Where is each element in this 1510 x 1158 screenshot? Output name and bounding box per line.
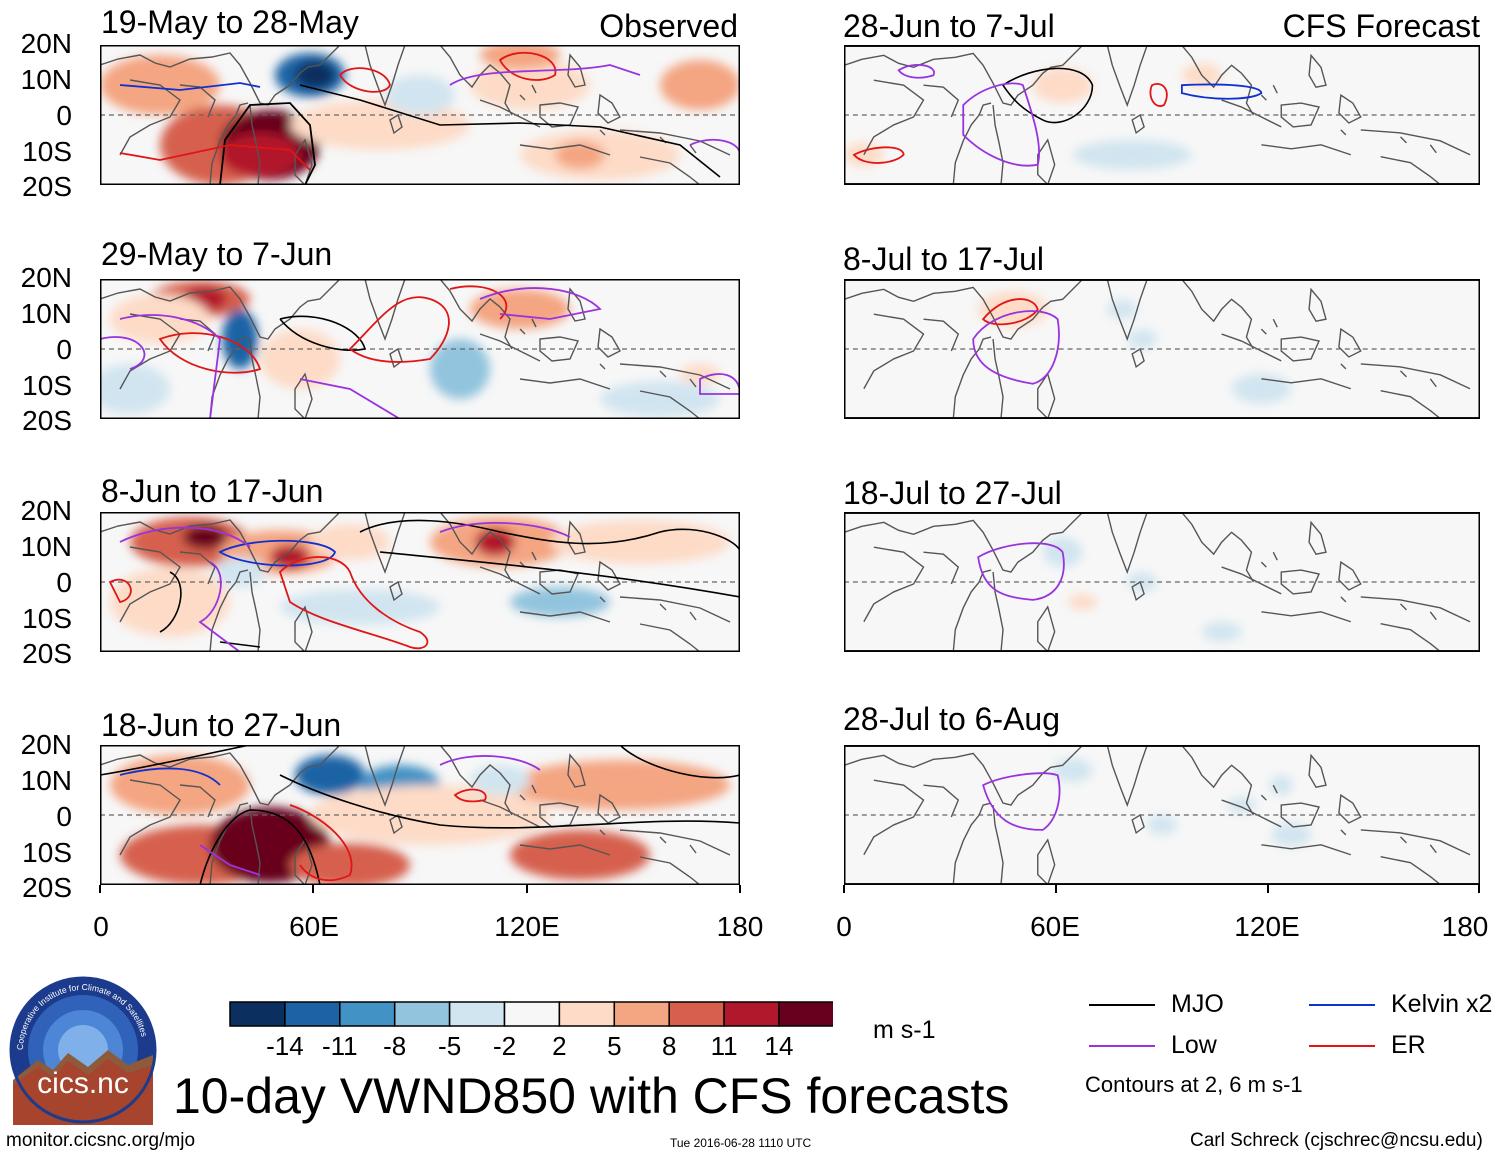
lat-label: 10S xyxy=(22,370,72,401)
map-panel-fc-1 xyxy=(844,45,1480,185)
lon-label: 120E xyxy=(494,911,560,942)
lat-label: 10N xyxy=(20,64,72,95)
colorbar-tick-label: -5 xyxy=(438,1031,462,1061)
panel-title-fc-2: 8-Jul to 17-Jul xyxy=(843,241,1044,277)
colorbar-cell xyxy=(503,1001,561,1027)
lat-label: 20S xyxy=(22,405,72,436)
lat-label: 0 xyxy=(56,100,72,131)
legend-line-mjo xyxy=(1089,1004,1155,1006)
colorbar-tick-label: -14 xyxy=(266,1031,304,1061)
lat-label: 20N xyxy=(20,262,72,293)
lat-label: 0 xyxy=(56,801,72,832)
panel-title-fc-3: 18-Jul to 27-Jul xyxy=(843,475,1062,511)
legend-label-er: ER xyxy=(1391,1031,1426,1059)
colorbar-tick-label: -11 xyxy=(321,1031,358,1061)
lat-label: 10S xyxy=(22,837,72,868)
map-panel-obs-2 xyxy=(100,279,740,419)
colorbar-units: m s-1 xyxy=(873,1016,936,1044)
lat-label: 10N xyxy=(20,531,72,562)
colorbar-cell xyxy=(668,1001,725,1027)
lat-label: 0 xyxy=(56,334,72,365)
lat-label: 20S xyxy=(22,638,72,669)
lat-label: 10N xyxy=(20,765,72,796)
colorbar-cell xyxy=(448,1001,506,1027)
colorbar xyxy=(229,1001,833,1027)
lat-label: 10N xyxy=(20,298,72,329)
panel-title-obs-3: 8-Jun to 17-Jun xyxy=(101,473,324,509)
lat-label: 0 xyxy=(56,567,72,598)
observed-label: Observed xyxy=(599,8,738,44)
panel-title-obs-2: 29-May to 7-Jun xyxy=(101,236,333,272)
lat-label: 20S xyxy=(22,171,72,202)
lon-tick-marks xyxy=(99,885,1480,893)
colorbar-cell xyxy=(393,1001,451,1027)
contour-note: Contours at 2, 6 m s-1 xyxy=(1085,1072,1303,1097)
map-panel-fc-2 xyxy=(844,279,1480,419)
legend-line-er xyxy=(1309,1045,1375,1047)
timestamp: Tue 2016-06-28 1110 UTC xyxy=(670,1136,812,1150)
map-panel-fc-4 xyxy=(844,745,1480,885)
cics-logo-graphic: Cooperative Institute for Climate and Sa… xyxy=(9,976,157,1125)
colorbar-cell xyxy=(613,1001,670,1027)
colorbar-cell xyxy=(284,1001,341,1027)
lat-label: 20N xyxy=(20,495,72,526)
lon-label: 180 xyxy=(716,911,764,942)
forecast-label: CFS Forecast xyxy=(1282,8,1480,44)
cics-logo: Cooperative Institute for Climate and Sa… xyxy=(8,975,158,1125)
colorbar-tick-label: 2 xyxy=(552,1031,567,1061)
panel-title-fc-1: 28-Jun to 7-Jul xyxy=(843,8,1055,44)
panel-title-fc-4: 28-Jul to 6-Aug xyxy=(843,701,1061,737)
lon-label: 60E xyxy=(289,911,339,942)
lon-label: 180 xyxy=(1441,911,1489,942)
lon-label: 0 xyxy=(93,911,109,942)
lat-label: 10S xyxy=(22,603,72,634)
colorbar-tick-label: -8 xyxy=(383,1031,407,1061)
colorbar-tick-label: 8 xyxy=(661,1031,677,1061)
colorbar-cell xyxy=(778,1001,833,1027)
lon-label: 60E xyxy=(1030,911,1080,942)
lat-label: 20S xyxy=(22,872,72,903)
lon-label: 0 xyxy=(836,911,852,942)
colorbar-cell xyxy=(558,1001,616,1027)
legend-line-low xyxy=(1089,1045,1155,1047)
figure-title: 10-day VWND850 with CFS forecasts xyxy=(173,1068,1010,1124)
legend-label-kelvin: Kelvin x2 xyxy=(1391,990,1493,1018)
legend-label-mjo: MJO xyxy=(1171,990,1224,1018)
colorbar-tick-label: 11 xyxy=(710,1031,738,1061)
colorbar-tick-label: 14 xyxy=(764,1031,794,1061)
logo-text: cics.nc xyxy=(37,1067,129,1100)
panel-title-obs-1: 19-May to 28-May xyxy=(101,4,359,40)
website-link[interactable]: monitor.cicsnc.org/mjo xyxy=(6,1130,196,1151)
map-panel-obs-3 xyxy=(100,512,740,652)
colorbar-cell xyxy=(229,1001,286,1027)
colorbar-cell xyxy=(339,1001,396,1027)
panel-title-obs-4: 18-Jun to 27-Jun xyxy=(101,707,342,743)
lat-label: 20N xyxy=(20,729,72,760)
colorbar-tick-label: 5 xyxy=(607,1031,622,1061)
lat-label: 20N xyxy=(20,28,72,59)
author-credit: Carl Schreck (cjschrec@ncsu.edu) xyxy=(1190,1130,1483,1151)
colorbar-tick-label: -2 xyxy=(492,1031,517,1061)
legend-line-kelvin xyxy=(1309,1004,1375,1006)
lat-label: 10S xyxy=(22,136,72,167)
lon-label: 120E xyxy=(1234,911,1300,942)
colorbar-cell xyxy=(723,1001,780,1027)
legend-label-low: Low xyxy=(1171,1031,1217,1059)
legend: MJO Kelvin x2 Low ER Contours at 2, 6 m … xyxy=(1085,990,1505,1100)
map-panel-obs-4 xyxy=(100,745,740,885)
map-panel-fc-3 xyxy=(844,512,1480,652)
map-panel-obs-1 xyxy=(100,45,740,185)
